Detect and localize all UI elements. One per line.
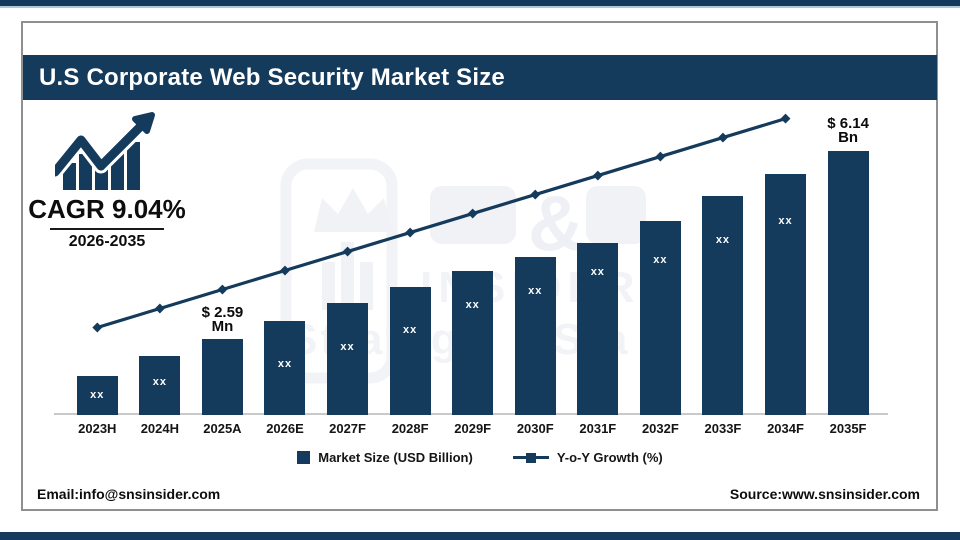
bar-2034F	[765, 174, 806, 415]
x-axis-label-2030F: 2030F	[516, 421, 554, 436]
x-axis-label-2033F: 2033F	[704, 421, 742, 436]
x-axis-label-2031F: 2031F	[579, 421, 617, 436]
bar-value-label-2030F: xx	[528, 285, 543, 297]
bar-value-label-2029F: xx	[465, 299, 480, 311]
bar-value-label-2032F: xx	[653, 254, 668, 266]
bar-value-label-2023H: xx	[90, 389, 105, 401]
bar-swatch-icon	[297, 451, 311, 464]
x-axis-label-2026E: 2026E	[266, 421, 304, 436]
legend-label: Y-o-Y Growth (%)	[556, 450, 663, 465]
bar-2023H	[76, 376, 118, 415]
value-callout-2035F: $ 6.14 Bn	[827, 115, 869, 146]
bar-value-label-2033F: xx	[715, 234, 731, 246]
legend-item-market-size: Market Size (USD Billion)	[297, 450, 473, 465]
bottom-accent-strip	[0, 532, 960, 540]
legend-item-yoy-growth: Y-o-Y Growth (%)	[512, 450, 663, 465]
bar-2035F	[827, 151, 869, 415]
bar-value-label-2026E: xx	[277, 358, 293, 370]
bar-value-label-2031F: xx	[590, 266, 605, 278]
legend-label: Market Size (USD Billion)	[318, 450, 473, 465]
chart-legend: Market Size (USD Billion) Y-o-Y Growth (…	[0, 450, 960, 465]
bar-2026E	[264, 321, 306, 415]
bar-2027F	[327, 303, 369, 415]
title-bar: U.S Corporate Web Security Market Size	[23, 55, 937, 100]
page-title: U.S Corporate Web Security Market Size	[39, 63, 505, 91]
x-axis-label-2029F: 2029F	[454, 421, 492, 436]
line-marker-icon	[512, 451, 549, 464]
bar-2033F	[702, 196, 744, 415]
x-axis-label-2025A: 2025A	[203, 421, 242, 436]
x-axis-label-2027F: 2027F	[329, 421, 366, 436]
value-callout-2025A: $ 2.59 Mn	[201, 304, 244, 335]
bar-value-label-2028F: xx	[403, 324, 418, 336]
bar-value-label-2034F: xx	[778, 215, 793, 227]
bar-value-label-2027F: xx	[340, 341, 355, 353]
top-accent-strip	[0, 0, 960, 8]
source-text: Source:www.snsinsider.com	[729, 486, 920, 502]
x-axis-label-2034F: 2034F	[767, 421, 804, 436]
x-axis-label-2032F: 2032F	[641, 421, 679, 436]
bar-2030F	[514, 257, 556, 415]
bar-2028F	[389, 287, 431, 415]
bar-2029F	[452, 271, 494, 415]
bar-2025A	[201, 339, 243, 415]
x-axis-label-2035F: 2035F	[829, 421, 867, 436]
x-axis-label-2023H: 2023H	[78, 421, 117, 436]
x-axis-label-2028F: 2028F	[391, 421, 429, 436]
bar-2024H	[139, 356, 181, 415]
bar-value-label-2024H: xx	[152, 376, 167, 388]
x-axis-label-2024H: 2024H	[140, 421, 180, 436]
bar-2032F	[639, 221, 681, 415]
contact-email-text: Email:info@snsinsider.com	[37, 486, 221, 502]
